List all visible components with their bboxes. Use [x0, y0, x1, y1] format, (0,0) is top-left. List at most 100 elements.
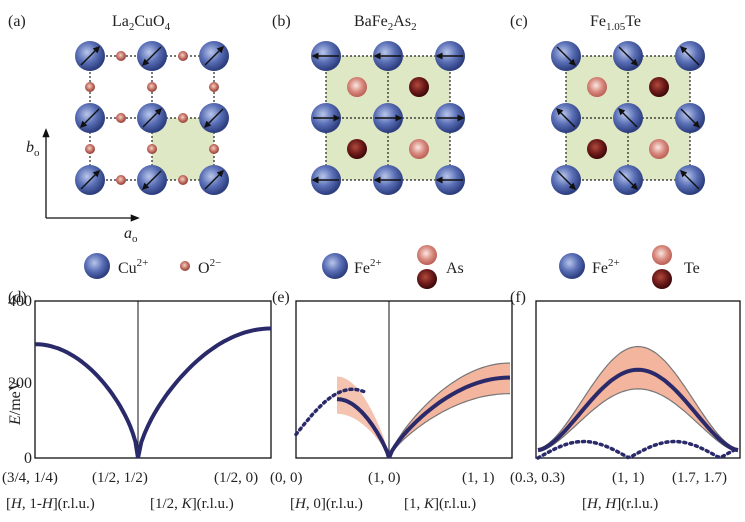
- lattice-la2cuo4: [75, 41, 229, 195]
- cu-ion-legend-marker: [84, 253, 110, 279]
- f-xtick-0: (0.3, 0.3): [510, 470, 565, 486]
- spin-arrow: [618, 108, 638, 128]
- fe-ion-legend-marker-c: [559, 253, 585, 279]
- as-dark-legend-marker: [417, 269, 437, 289]
- panel-d-letter: (d): [8, 289, 27, 306]
- oxygen-ion: [209, 144, 219, 154]
- y-axis-label: E/meV: [7, 379, 24, 426]
- oxygen-ion: [209, 82, 219, 92]
- panel-e-plot: [294, 362, 511, 459]
- dispersion-upper: [537, 367, 739, 453]
- spin-arrow: [556, 170, 576, 190]
- spin-wave-branch-right: [136, 326, 271, 459]
- d-xtick-2: (1/2, 0): [214, 470, 258, 486]
- panel-d-frame: [34, 300, 272, 459]
- intensity-band: [538, 346, 738, 452]
- f-caption: [H, H](r.l.u.): [582, 496, 658, 512]
- a-axis-label: ao: [124, 225, 138, 245]
- legend-c: Fe2+ Te: [559, 245, 700, 289]
- fe-ion-legend-marker: [322, 253, 348, 279]
- spin-arrow: [80, 46, 100, 66]
- te-dark-legend-marker: [652, 269, 672, 289]
- band-upper-edge: [537, 345, 739, 450]
- panel-c-title: (c) Fe1.05Te: [510, 13, 641, 33]
- oxygen-ion: [85, 82, 95, 92]
- band-lower-edge: [388, 393, 511, 459]
- d-xtick-1: (1/2, 1/2): [92, 470, 148, 486]
- dispersion-left: [336, 397, 391, 459]
- spin-arrow: [204, 170, 224, 190]
- e-xtick-1: (1, 0): [368, 470, 401, 486]
- legend-a-ion2: O2−: [198, 257, 221, 277]
- tellurium-ion: [649, 139, 669, 159]
- spin-arrow: [618, 170, 638, 190]
- oxygen-ion: [116, 113, 126, 123]
- panel-b-title: (b) BaFe2As2: [272, 13, 417, 33]
- intensity-band-right: [389, 363, 510, 458]
- oxygen-ion: [147, 82, 157, 92]
- band-upper-edge: [388, 362, 510, 459]
- legend-b: Fe2+ As: [322, 245, 464, 289]
- oxygen-ion: [116, 175, 126, 185]
- spin-arrow: [204, 108, 224, 128]
- spin-arrow: [142, 108, 162, 128]
- e-xtick-0: (0, 0): [270, 470, 303, 486]
- panel-d-plot: [35, 326, 271, 459]
- spin-arrow: [80, 108, 100, 128]
- e-xtick-2: (1, 1): [462, 470, 495, 486]
- as-light-legend-marker: [417, 245, 437, 265]
- arsenic-ion: [347, 77, 367, 97]
- panel-b-formula: BaFe2As2: [354, 13, 417, 33]
- oxygen-ion: [178, 175, 188, 185]
- legend-c-ion2: Te: [684, 260, 700, 277]
- panel-f-frame: [535, 300, 741, 459]
- dispersion-lower-dotted: [536, 439, 740, 460]
- panel-a-title: (a) La2CuO4: [8, 13, 171, 33]
- spin-arrow: [142, 46, 162, 66]
- oxygen-ion: [178, 51, 188, 61]
- o-ion-legend-marker: [180, 261, 190, 271]
- panel-a-letter: (a): [8, 13, 26, 30]
- oxygen-ion: [147, 144, 157, 154]
- d-caption-right: [1/2, K](r.l.u.): [150, 496, 234, 512]
- spin-arrow: [618, 46, 638, 66]
- spin-arrow: [556, 46, 576, 66]
- d-xtick-0: (3/4, 1/4): [2, 470, 58, 486]
- f-xtick-1: (1, 1): [612, 470, 645, 486]
- legend-c-ion1: Fe2+: [592, 257, 620, 277]
- oxygen-ion: [116, 51, 126, 61]
- tellurium-ion: [587, 77, 607, 97]
- e-caption-left: [H, 0](r.l.u.): [290, 496, 363, 512]
- legend-b-ion2: As: [446, 260, 464, 277]
- panel-c-formula: Fe1.05Te: [590, 13, 641, 33]
- lattice-axes: bo ao: [26, 128, 140, 245]
- y-tick-0: 0: [24, 450, 32, 467]
- spin-arrow: [680, 46, 700, 66]
- legend-a: Cu2+ O2−: [84, 253, 221, 279]
- y-tick-200: 200: [8, 375, 32, 392]
- oxygen-ion: [85, 144, 95, 154]
- arsenic-ion: [409, 77, 429, 97]
- band-lower-edge: [537, 388, 739, 453]
- intensity-band-left: [337, 376, 389, 458]
- te-light-legend-marker: [652, 245, 672, 265]
- lattice-fe105te: [551, 41, 705, 195]
- legend-a-ion1: Cu2+: [118, 257, 148, 277]
- arsenic-ion: [409, 139, 429, 159]
- panel-e-xticks: (0, 0) (1, 0) (1, 1): [270, 470, 495, 486]
- dispersion-right: [387, 375, 511, 459]
- panel-c-letter: (c): [510, 13, 528, 30]
- d-caption-left: [H, 1-H](r.l.u.): [6, 496, 95, 512]
- panel-b-letter: (b): [272, 13, 291, 30]
- panel-e-letter: (e): [272, 289, 290, 306]
- tellurium-ion: [649, 77, 669, 97]
- spin-wave-branch-left: [35, 342, 140, 459]
- b-axis-label: bo: [26, 139, 40, 159]
- legend-b-ion1: Fe2+: [354, 257, 382, 277]
- panel-f-letter: (f): [510, 289, 526, 306]
- f-xtick-2: (1.7, 1.7): [672, 470, 727, 486]
- spin-arrow: [680, 108, 700, 128]
- panel-f-xticks: (0.3, 0.3) (1, 1) (1.7, 1.7): [510, 470, 727, 486]
